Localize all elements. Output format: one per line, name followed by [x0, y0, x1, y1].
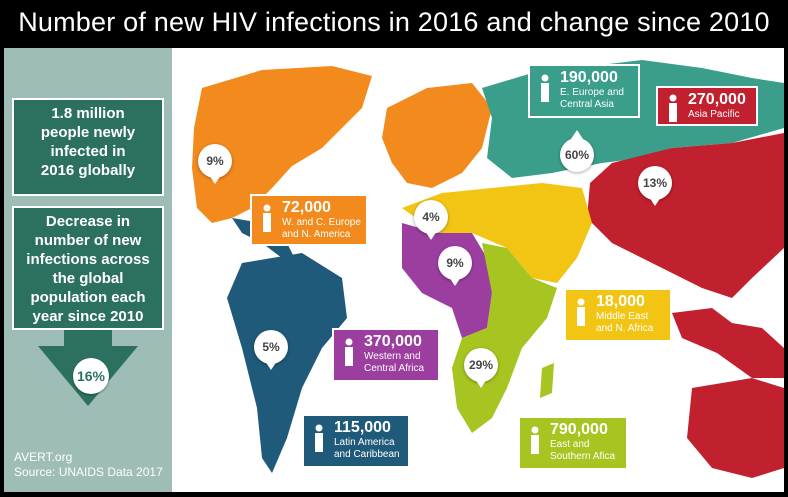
lac-label-1: Latin America [334, 437, 395, 448]
decrease-line-6: year since 2010 [32, 308, 144, 325]
wcena-label-2: and N. America [282, 229, 351, 240]
page-title: Number of new HIV infections in 2016 and… [18, 7, 770, 37]
mena-label-2: and N. Africa [596, 323, 654, 334]
pin-lac-change: 5% [254, 330, 288, 370]
ap-count: 270,000 [688, 91, 746, 108]
pin-esa-change: 29% [464, 348, 498, 388]
global-decrease-box: Decrease in number of new infections acr… [12, 206, 164, 330]
esa-label-2: Southern Afica [550, 451, 616, 462]
global-infections-box: 1.8 million people newly infected in 201… [12, 98, 164, 196]
wca-label-2: Central Africa [364, 363, 425, 374]
global-count: 1.8 million [51, 105, 125, 122]
mena-count: 18,000 [596, 293, 645, 310]
lac-label-2: and Caribbean [334, 449, 400, 460]
pin-mena-change: 4% [414, 200, 448, 240]
ap-label-1: Asia Pacific [688, 109, 740, 120]
wca-label-1: Western and [364, 351, 421, 362]
eeca-count: 190,000 [560, 69, 618, 86]
source-footer: AVERT.org Source: UNAIDS Data 2017 [14, 450, 163, 480]
global-stats-panel: 1.8 million people newly infected in 201… [4, 48, 172, 492]
global-count-line-3: 2016 globally [40, 162, 136, 179]
wca-count: 370,000 [364, 333, 422, 350]
esa-count: 790,000 [550, 421, 608, 438]
person-icon [669, 94, 677, 122]
region-esa-madagascar [540, 363, 554, 398]
region-lac-south-america [227, 253, 347, 473]
person-icon [541, 74, 549, 102]
eeca-label-2: Central Asia [560, 99, 614, 110]
global-decrease-percent: 16% [73, 358, 109, 394]
callout-eeca: 190,000 E. Europe and Central Asia [528, 64, 640, 118]
lac-count: 115,000 [334, 419, 391, 436]
person-icon [315, 424, 323, 452]
global-count-line-1: people newly [40, 124, 136, 141]
wcena-count: 72,000 [282, 199, 331, 216]
callout-wca: 370,000 Western and Central Africa [332, 328, 440, 382]
world-map: 9% 60% 13% 4% 9% 5% 29% 190,000 E. Europ… [172, 48, 784, 492]
person-icon [531, 426, 539, 454]
esa-label-1: East and [550, 439, 590, 450]
region-wcena-north-america [192, 66, 372, 223]
pin-wca-change: 9% [438, 246, 472, 286]
region-wca [402, 223, 492, 338]
callout-wcena: 72,000 W. and C. Europe and N. America [250, 194, 368, 246]
region-ap-islands [672, 308, 784, 378]
decrease-line-1: Decrease in [45, 213, 131, 230]
callout-ap: 270,000 Asia Pacific [656, 86, 758, 126]
callout-mena: 18,000 Middle East and N. Africa [564, 288, 672, 342]
mena-label-1: Middle East [596, 311, 649, 322]
region-ap-australia [687, 378, 784, 478]
global-count-line-2: infected in [50, 143, 126, 160]
person-icon [263, 204, 271, 232]
wcena-label-1: W. and C. Europe [282, 217, 361, 228]
source-line-1: AVERT.org [14, 450, 73, 464]
pin-wcena-change: 9% [198, 144, 232, 184]
region-ap-mainland [587, 133, 784, 298]
decrease-line-2: number of new [34, 232, 142, 249]
source-line-2: Source: UNAIDS Data 2017 [14, 465, 163, 479]
pin-ap-change: 13% [638, 166, 672, 206]
person-icon [345, 338, 353, 366]
callout-esa: 790,000 East and Southern Afica [518, 416, 628, 470]
decrease-line-4: the global [52, 270, 124, 287]
callout-lac: 115,000 Latin America and Caribbean [302, 414, 410, 468]
decrease-arrow-stem [64, 330, 112, 348]
region-wcena-europe [382, 83, 492, 188]
person-icon [577, 298, 585, 326]
decrease-line-3: infections across [26, 251, 150, 268]
decrease-line-5: population each [30, 289, 146, 306]
region-mena [402, 183, 592, 283]
eeca-label-1: E. Europe and [560, 87, 624, 98]
pin-eeca-change: 60% [560, 130, 594, 172]
